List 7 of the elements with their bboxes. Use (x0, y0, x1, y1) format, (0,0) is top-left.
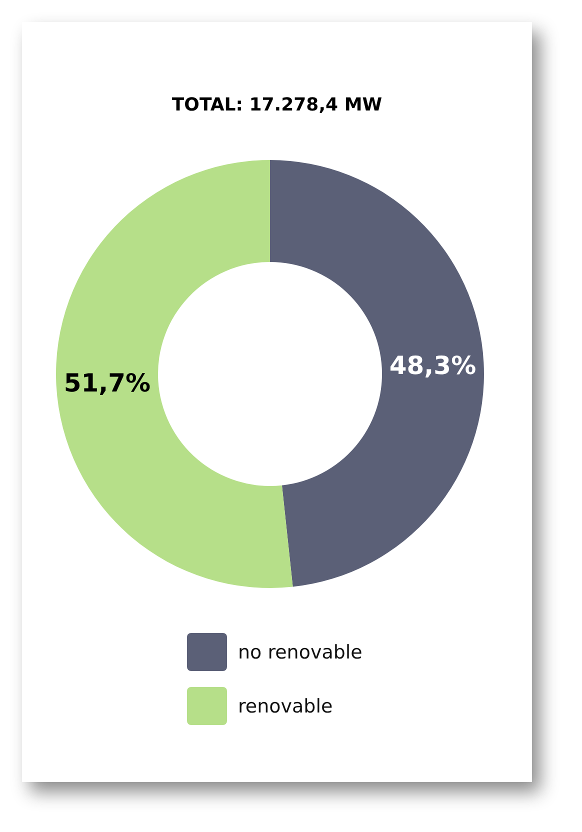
legend-label: renovable (238, 696, 333, 718)
data-label: 48,3% (389, 351, 476, 380)
donut-slice (56, 160, 293, 588)
chart-title: TOTAL: 17.278,4 MW (172, 94, 382, 116)
legend-label: no renovable (238, 642, 362, 664)
data-label: 51,7% (64, 368, 151, 398)
donut-slice (270, 160, 484, 587)
